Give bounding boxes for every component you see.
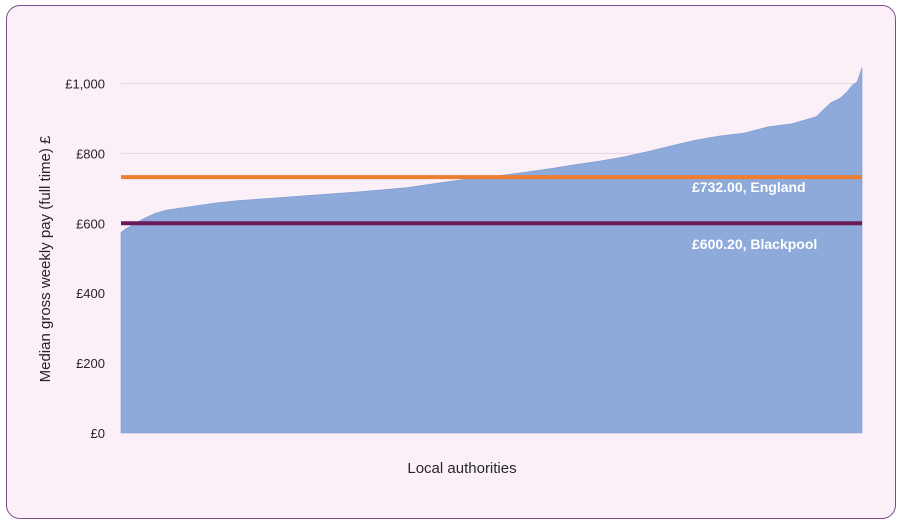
y-axis-title: Median gross weekly pay (full time) £ — [37, 135, 54, 382]
y-tick-label: £1,000 — [65, 76, 105, 91]
reference-lines: £732.00, England £600.20, Blackpool — [121, 175, 862, 252]
y-tick-label: £800 — [76, 146, 105, 161]
y-tick-label: £200 — [76, 356, 105, 371]
series-area — [120, 67, 863, 434]
reference-line-label: £732.00, England — [692, 179, 806, 195]
data-area — [120, 67, 863, 434]
y-tick-label: £400 — [76, 286, 105, 301]
y-tick-label: £0 — [91, 426, 105, 441]
y-axis-ticks: £0 £200 £400 £600 £800 £1,000 — [65, 76, 105, 441]
reference-line-label: £600.20, Blackpool — [692, 236, 817, 252]
x-axis-title: Local authorities — [407, 460, 516, 477]
y-tick-label: £600 — [76, 216, 105, 231]
